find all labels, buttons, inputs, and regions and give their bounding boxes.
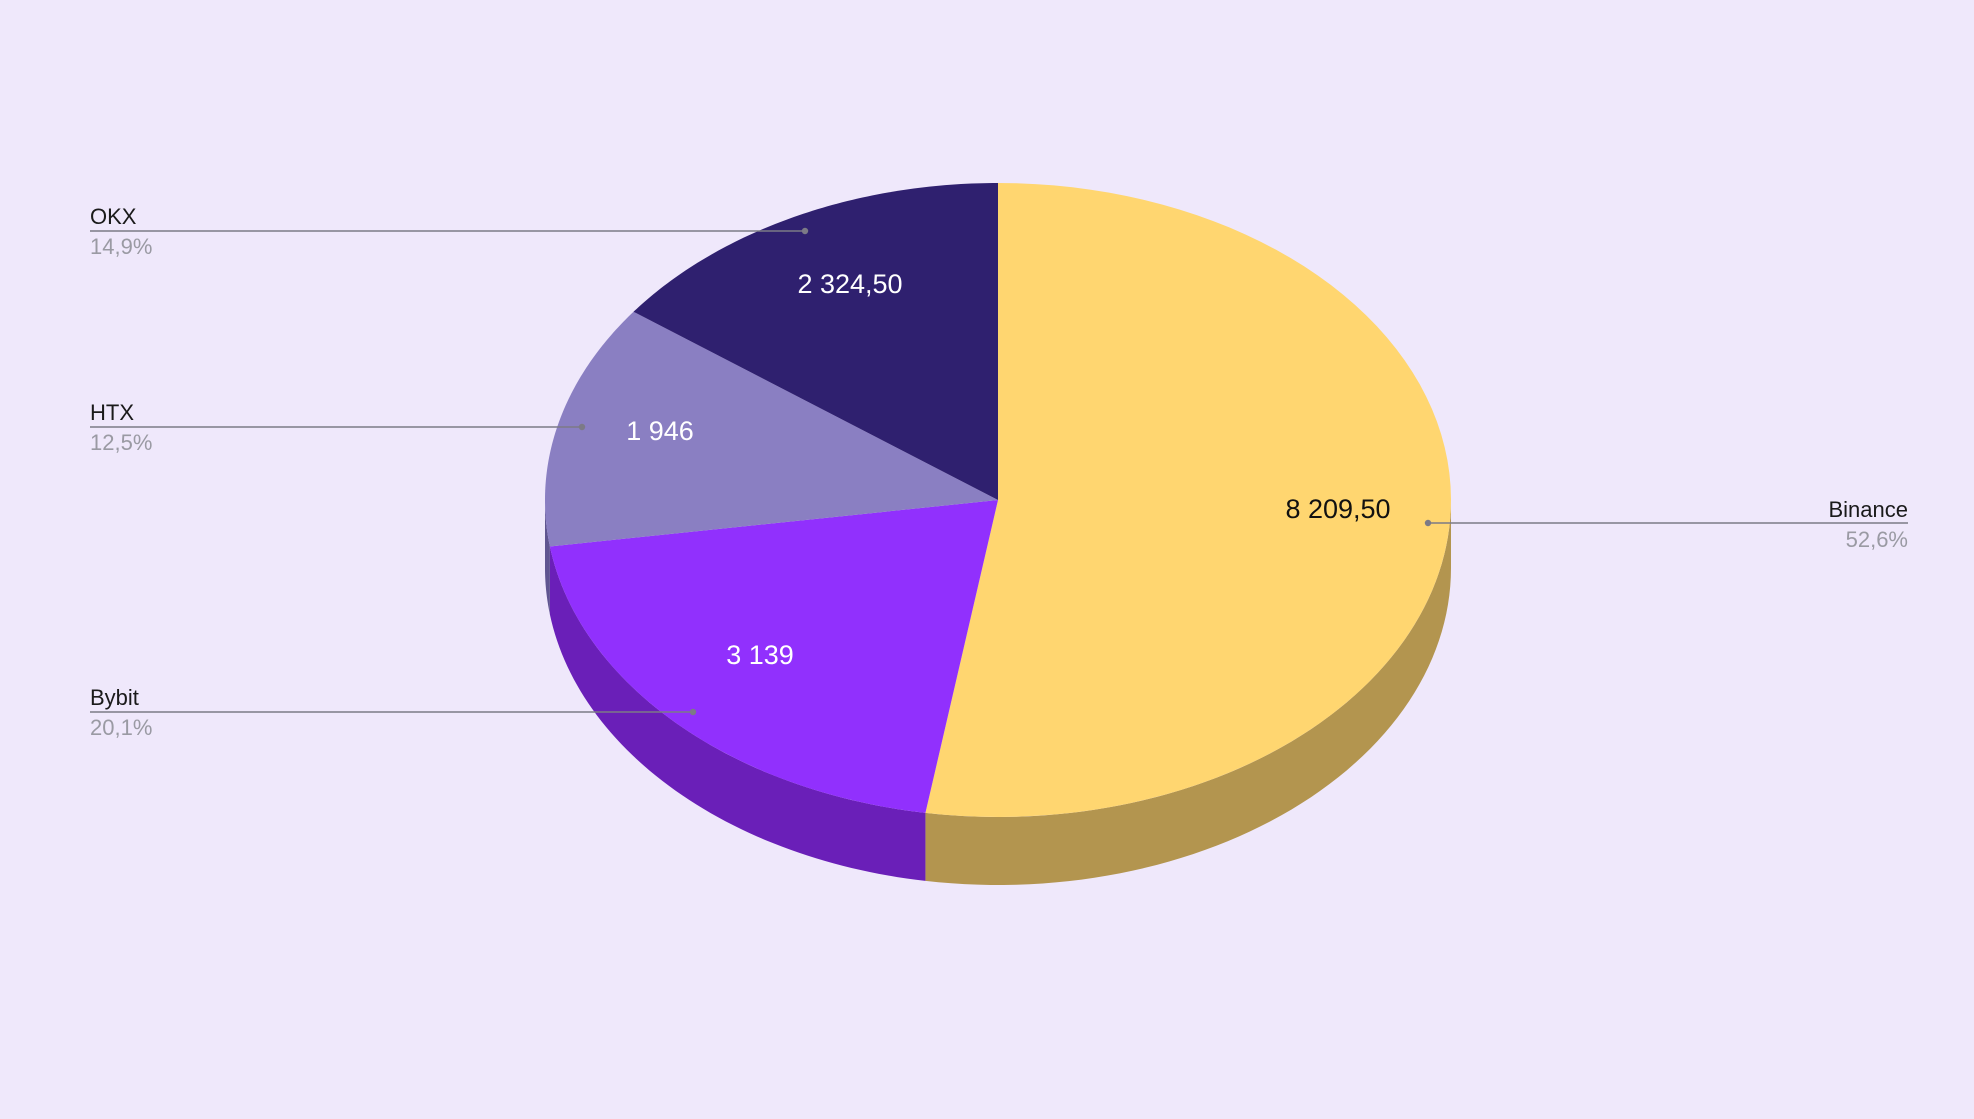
leader-dot-htx [578, 423, 586, 431]
pie-sides [545, 500, 1451, 885]
pie-slice-okx[interactable] [633, 183, 998, 500]
legend-percent-binance: 52,6% [1846, 527, 1908, 552]
leader-dot-bybit [689, 708, 697, 716]
pie-side-binance [925, 500, 1451, 885]
legend-name-htx: HTX [90, 400, 134, 425]
value-label-binance: 8 209,50 [1285, 494, 1390, 524]
value-label-bybit: 3 139 [726, 640, 794, 670]
legend-name-binance: Binance [1828, 497, 1908, 522]
pie-slice-htx[interactable] [545, 311, 998, 547]
legend-name-bybit: Bybit [90, 685, 139, 710]
pie-tops [545, 183, 1451, 817]
pie-slice-binance[interactable] [925, 183, 1451, 817]
value-label-okx: 2 324,50 [797, 269, 902, 299]
legend-percent-htx: 12,5% [90, 430, 152, 455]
leader-dot-okx [801, 227, 809, 235]
pie-side-htx [545, 500, 550, 615]
legend-percent-bybit: 20,1% [90, 715, 152, 740]
value-labels: 8 209,50 3 139 1 946 2 324,50 [626, 269, 1390, 670]
legend-name-okx: OKX [90, 204, 137, 229]
leader-dot-binance [1424, 519, 1432, 527]
legend-percent-okx: 14,9% [90, 234, 152, 259]
pie-slice-bybit[interactable] [549, 500, 998, 813]
legend-labels: Binance 52,6% Bybit 20,1% HTX 12,5% OKX 14,9% [90, 204, 1908, 740]
pie-side-bybit [549, 546, 926, 881]
value-label-htx: 1 946 [626, 416, 694, 446]
